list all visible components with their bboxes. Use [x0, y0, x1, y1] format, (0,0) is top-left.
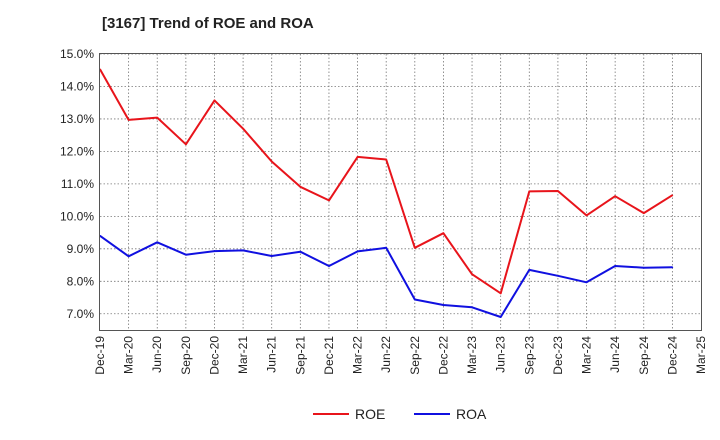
data-point-roe	[557, 190, 559, 192]
x-tick-label: Jun-22	[379, 336, 393, 373]
data-point-roa	[156, 241, 159, 244]
x-tick-label: Dec-20	[207, 336, 221, 375]
data-point-roe	[528, 190, 531, 193]
y-tick-label: 9.0%	[67, 242, 95, 256]
data-point-roa	[499, 316, 502, 318]
data-point-roa	[642, 266, 645, 269]
data-point-roe	[642, 212, 645, 214]
x-tick-label: Mar-21	[236, 336, 250, 374]
x-tick-label: Jun-20	[150, 336, 164, 373]
y-tick-label: 15.0%	[60, 47, 94, 61]
data-point-roe	[671, 194, 674, 197]
data-point-roe	[242, 127, 244, 130]
x-tick-label: Dec-22	[436, 336, 450, 375]
y-axis-ticks: 7.0% 8.0% 9.0% 10.0% 11.0% 12.0% 13.0% 14.0% 15.…	[60, 47, 94, 321]
x-tick-label: Mar-22	[351, 336, 365, 374]
data-point-roe	[156, 116, 159, 119]
data-point-roe	[614, 195, 616, 198]
x-tick-label: Dec-21	[322, 336, 336, 375]
series-lines	[99, 68, 674, 318]
data-point-roa	[270, 255, 273, 257]
data-point-roe	[499, 292, 502, 295]
y-tick-label: 10.0%	[60, 209, 94, 223]
x-tick-label: Sep-22	[408, 336, 422, 375]
x-tick-label: Sep-20	[179, 336, 193, 375]
x-tick-label: Sep-23	[522, 336, 536, 375]
data-point-roa	[614, 265, 616, 267]
x-tick-label: Mar-23	[465, 336, 479, 374]
data-point-roa	[185, 253, 187, 256]
data-point-roa	[356, 250, 359, 253]
data-point-roa	[328, 265, 330, 267]
x-tick-label: Mar-24	[580, 336, 594, 374]
data-point-roa	[385, 247, 387, 249]
data-point-roa	[299, 250, 302, 253]
data-point-roe	[299, 186, 302, 188]
chart-title: [3167] Trend of ROE and ROA	[102, 15, 314, 32]
data-point-roa	[471, 306, 473, 309]
data-point-roe	[185, 143, 187, 146]
y-tick-label: 8.0%	[67, 274, 95, 288]
data-point-roe	[127, 119, 130, 121]
data-point-roa	[671, 266, 674, 269]
data-point-roe	[414, 247, 416, 249]
y-tick-label: 7.0%	[67, 307, 95, 321]
data-point-roa	[213, 250, 216, 252]
y-tick-label: 12.0%	[60, 144, 94, 158]
x-tick-label: Jun-21	[265, 336, 279, 373]
legend-label-roe: ROE	[355, 406, 385, 422]
data-point-roa	[414, 298, 416, 301]
x-tick-label: Jun-24	[608, 336, 622, 373]
data-point-roe	[213, 99, 216, 102]
x-tick-label: Mar-20	[122, 336, 136, 374]
data-point-roa	[242, 249, 244, 252]
x-tick-label: Jun-23	[494, 336, 508, 373]
x-axis-ticks: Dec-19 Mar-20 Jun-20 Sep-20 Dec-20 Mar-21 Jun-…	[93, 336, 708, 375]
x-tick-label: Sep-21	[293, 336, 307, 375]
data-point-roe	[270, 160, 273, 163]
y-tick-label: 13.0%	[60, 112, 94, 126]
data-point-roe	[442, 232, 445, 235]
data-point-roa	[442, 304, 445, 306]
x-tick-label: Mar-25	[694, 336, 708, 374]
legend: ROE ROA	[313, 406, 487, 422]
y-tick-label: 11.0%	[61, 177, 94, 191]
data-point-roe	[585, 214, 588, 217]
y-tick-label: 14.0%	[60, 79, 94, 93]
legend-label-roa: ROA	[456, 406, 487, 422]
data-point-roe	[328, 199, 330, 202]
data-point-roe	[471, 273, 473, 275]
data-point-roe	[385, 158, 387, 161]
data-point-roa	[528, 269, 531, 271]
plot-area-border	[99, 53, 702, 331]
grid-lines	[100, 53, 701, 330]
data-point-roe	[356, 156, 359, 158]
x-tick-label: Dec-24	[665, 336, 679, 375]
data-point-roa	[557, 274, 559, 277]
data-point-roa	[585, 281, 588, 284]
x-tick-label: Sep-24	[637, 336, 651, 375]
data-point-roa	[127, 255, 130, 258]
x-tick-label: Dec-23	[551, 336, 565, 375]
x-tick-label: Dec-19	[93, 336, 107, 375]
